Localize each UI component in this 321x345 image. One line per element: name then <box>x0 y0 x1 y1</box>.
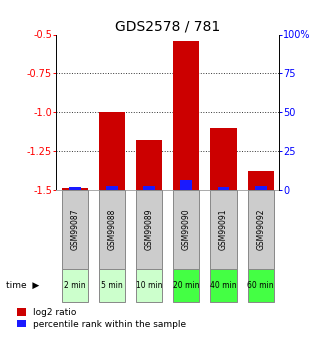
Bar <box>248 171 274 190</box>
Bar <box>248 190 274 269</box>
Text: GSM99089: GSM99089 <box>145 209 154 250</box>
Bar <box>136 269 162 302</box>
Bar <box>106 186 118 190</box>
Bar <box>99 269 125 302</box>
Text: 40 min: 40 min <box>210 281 237 290</box>
Bar <box>62 190 88 269</box>
Bar <box>173 269 199 302</box>
Text: 5 min: 5 min <box>101 281 123 290</box>
Bar <box>173 41 199 190</box>
Text: 2 min: 2 min <box>64 281 86 290</box>
Text: GSM99087: GSM99087 <box>70 209 79 250</box>
Title: GDS2578 / 781: GDS2578 / 781 <box>115 19 220 33</box>
Text: GSM99092: GSM99092 <box>256 209 265 250</box>
Text: time  ▶: time ▶ <box>6 281 40 290</box>
Bar <box>255 186 266 190</box>
Bar <box>136 190 162 269</box>
Bar <box>211 269 237 302</box>
Bar <box>69 187 81 190</box>
Bar <box>211 128 237 190</box>
Bar <box>143 186 155 190</box>
Text: 60 min: 60 min <box>247 281 274 290</box>
Text: 10 min: 10 min <box>136 281 162 290</box>
Bar <box>62 188 88 190</box>
Bar <box>62 269 88 302</box>
Text: GSM99088: GSM99088 <box>108 209 117 250</box>
Bar <box>211 190 237 269</box>
Bar <box>136 140 162 190</box>
Bar <box>99 112 125 190</box>
Bar <box>218 187 229 190</box>
Bar <box>99 190 125 269</box>
Bar <box>248 269 274 302</box>
Bar <box>180 180 192 190</box>
Legend: log2 ratio, percentile rank within the sample: log2 ratio, percentile rank within the s… <box>17 308 187 329</box>
Text: GSM99091: GSM99091 <box>219 209 228 250</box>
Text: GSM99090: GSM99090 <box>182 209 191 250</box>
Text: 20 min: 20 min <box>173 281 200 290</box>
Bar <box>173 190 199 269</box>
